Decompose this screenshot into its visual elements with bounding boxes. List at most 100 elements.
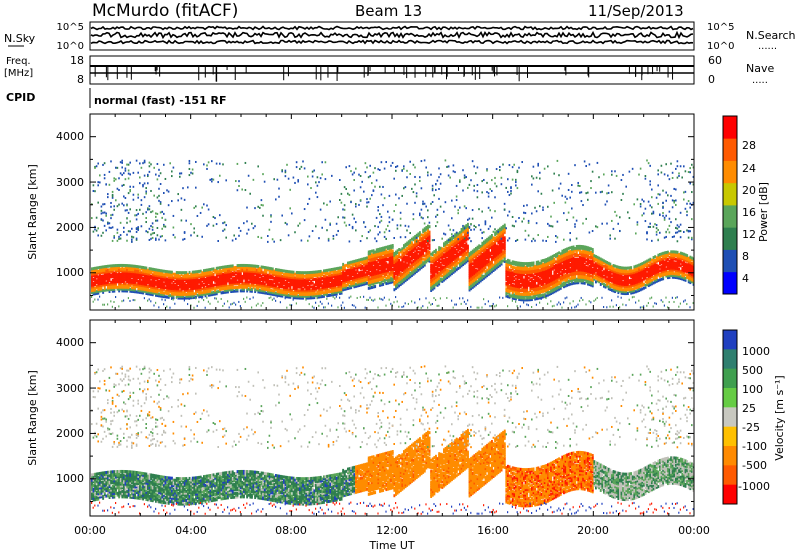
power-cell bbox=[358, 260, 361, 264]
power-cell bbox=[417, 254, 420, 258]
power-cell bbox=[308, 283, 311, 287]
power-cell bbox=[366, 263, 369, 267]
power-cell bbox=[423, 258, 426, 262]
power-cell bbox=[94, 266, 97, 270]
power-cell bbox=[132, 236, 135, 239]
power-cell bbox=[347, 261, 349, 265]
power-cell bbox=[209, 273, 212, 277]
power-cell bbox=[156, 196, 159, 199]
power-cell bbox=[313, 283, 316, 287]
power-cell bbox=[246, 274, 249, 278]
power-cell bbox=[343, 266, 346, 270]
power-cell bbox=[379, 247, 381, 251]
power-cell bbox=[321, 280, 324, 284]
power-cell bbox=[380, 259, 383, 263]
power-cell bbox=[308, 276, 311, 280]
power-cell bbox=[327, 275, 330, 279]
power-cell bbox=[363, 260, 365, 264]
power-cell bbox=[478, 208, 480, 211]
power-cell bbox=[337, 270, 340, 274]
power-cell bbox=[371, 285, 373, 289]
power-cell bbox=[475, 250, 477, 254]
power-cell bbox=[140, 166, 143, 169]
power-cell bbox=[427, 306, 429, 309]
power-cell bbox=[267, 277, 269, 281]
power-cell bbox=[339, 273, 341, 277]
power-cell bbox=[484, 220, 487, 223]
power-cell bbox=[339, 198, 341, 201]
power-cell bbox=[393, 237, 395, 240]
power-cell bbox=[284, 175, 287, 178]
power-cell bbox=[292, 290, 295, 294]
power-cell bbox=[268, 290, 271, 294]
power-cell bbox=[369, 271, 372, 275]
power-cell bbox=[377, 255, 380, 259]
power-cell bbox=[403, 187, 405, 190]
power-cell bbox=[217, 282, 220, 286]
power-cell bbox=[238, 234, 240, 237]
power-cell bbox=[183, 272, 186, 276]
power-cell bbox=[107, 281, 109, 285]
power-cell bbox=[142, 266, 145, 270]
power-cell bbox=[115, 267, 117, 271]
power-cell bbox=[356, 260, 359, 264]
power-cell bbox=[284, 282, 287, 286]
power-cell bbox=[329, 200, 331, 203]
power-cell bbox=[449, 238, 451, 241]
power-cell bbox=[209, 284, 212, 288]
power-cell bbox=[431, 273, 434, 277]
power-cell bbox=[215, 290, 218, 294]
power-cell bbox=[289, 188, 291, 191]
power-cell bbox=[100, 209, 103, 212]
power-cell bbox=[222, 291, 225, 295]
power-cell bbox=[292, 272, 295, 276]
power-cell bbox=[455, 242, 458, 246]
power-cell bbox=[249, 297, 251, 300]
power-cell bbox=[278, 272, 281, 276]
power-cell bbox=[316, 184, 319, 187]
power-cell bbox=[438, 251, 441, 255]
power-cell bbox=[367, 254, 370, 258]
power-cell bbox=[91, 267, 93, 271]
power-cell bbox=[395, 257, 397, 261]
power-cell bbox=[270, 268, 273, 272]
power-cell bbox=[175, 272, 178, 276]
power-cell bbox=[438, 246, 441, 250]
power-cell bbox=[249, 275, 252, 279]
power-cell bbox=[201, 276, 204, 280]
power-cell bbox=[331, 293, 333, 297]
power-cell bbox=[278, 195, 280, 198]
power-cell bbox=[143, 289, 146, 293]
power-cell bbox=[217, 277, 220, 281]
power-cell bbox=[372, 171, 375, 174]
power-cell bbox=[132, 279, 135, 283]
power-cell bbox=[308, 289, 311, 293]
power-cell bbox=[123, 289, 125, 293]
power-cell bbox=[377, 280, 380, 284]
power-cell bbox=[435, 263, 437, 267]
power-cell bbox=[431, 267, 434, 271]
power-cell bbox=[265, 286, 268, 290]
power-cell bbox=[118, 177, 120, 180]
power-cell bbox=[222, 282, 225, 286]
power-cell bbox=[412, 163, 415, 166]
power-cell bbox=[377, 269, 380, 273]
power-cell bbox=[289, 290, 292, 294]
power-cell bbox=[337, 284, 340, 288]
power-cell bbox=[156, 277, 159, 281]
power-cell bbox=[335, 287, 338, 291]
power-cell bbox=[140, 280, 143, 284]
power-cell bbox=[278, 292, 281, 296]
power-cell bbox=[343, 287, 346, 291]
power-cell bbox=[268, 285, 271, 289]
power-cell bbox=[339, 271, 341, 275]
power-cell bbox=[452, 247, 455, 251]
power-cell bbox=[116, 239, 119, 242]
power-cell bbox=[246, 220, 248, 223]
power-cell bbox=[251, 275, 253, 279]
power-cell bbox=[132, 198, 135, 201]
power-cell bbox=[505, 227, 507, 230]
power-cell bbox=[409, 248, 412, 252]
power-cell bbox=[257, 279, 260, 283]
power-cell bbox=[217, 281, 220, 285]
